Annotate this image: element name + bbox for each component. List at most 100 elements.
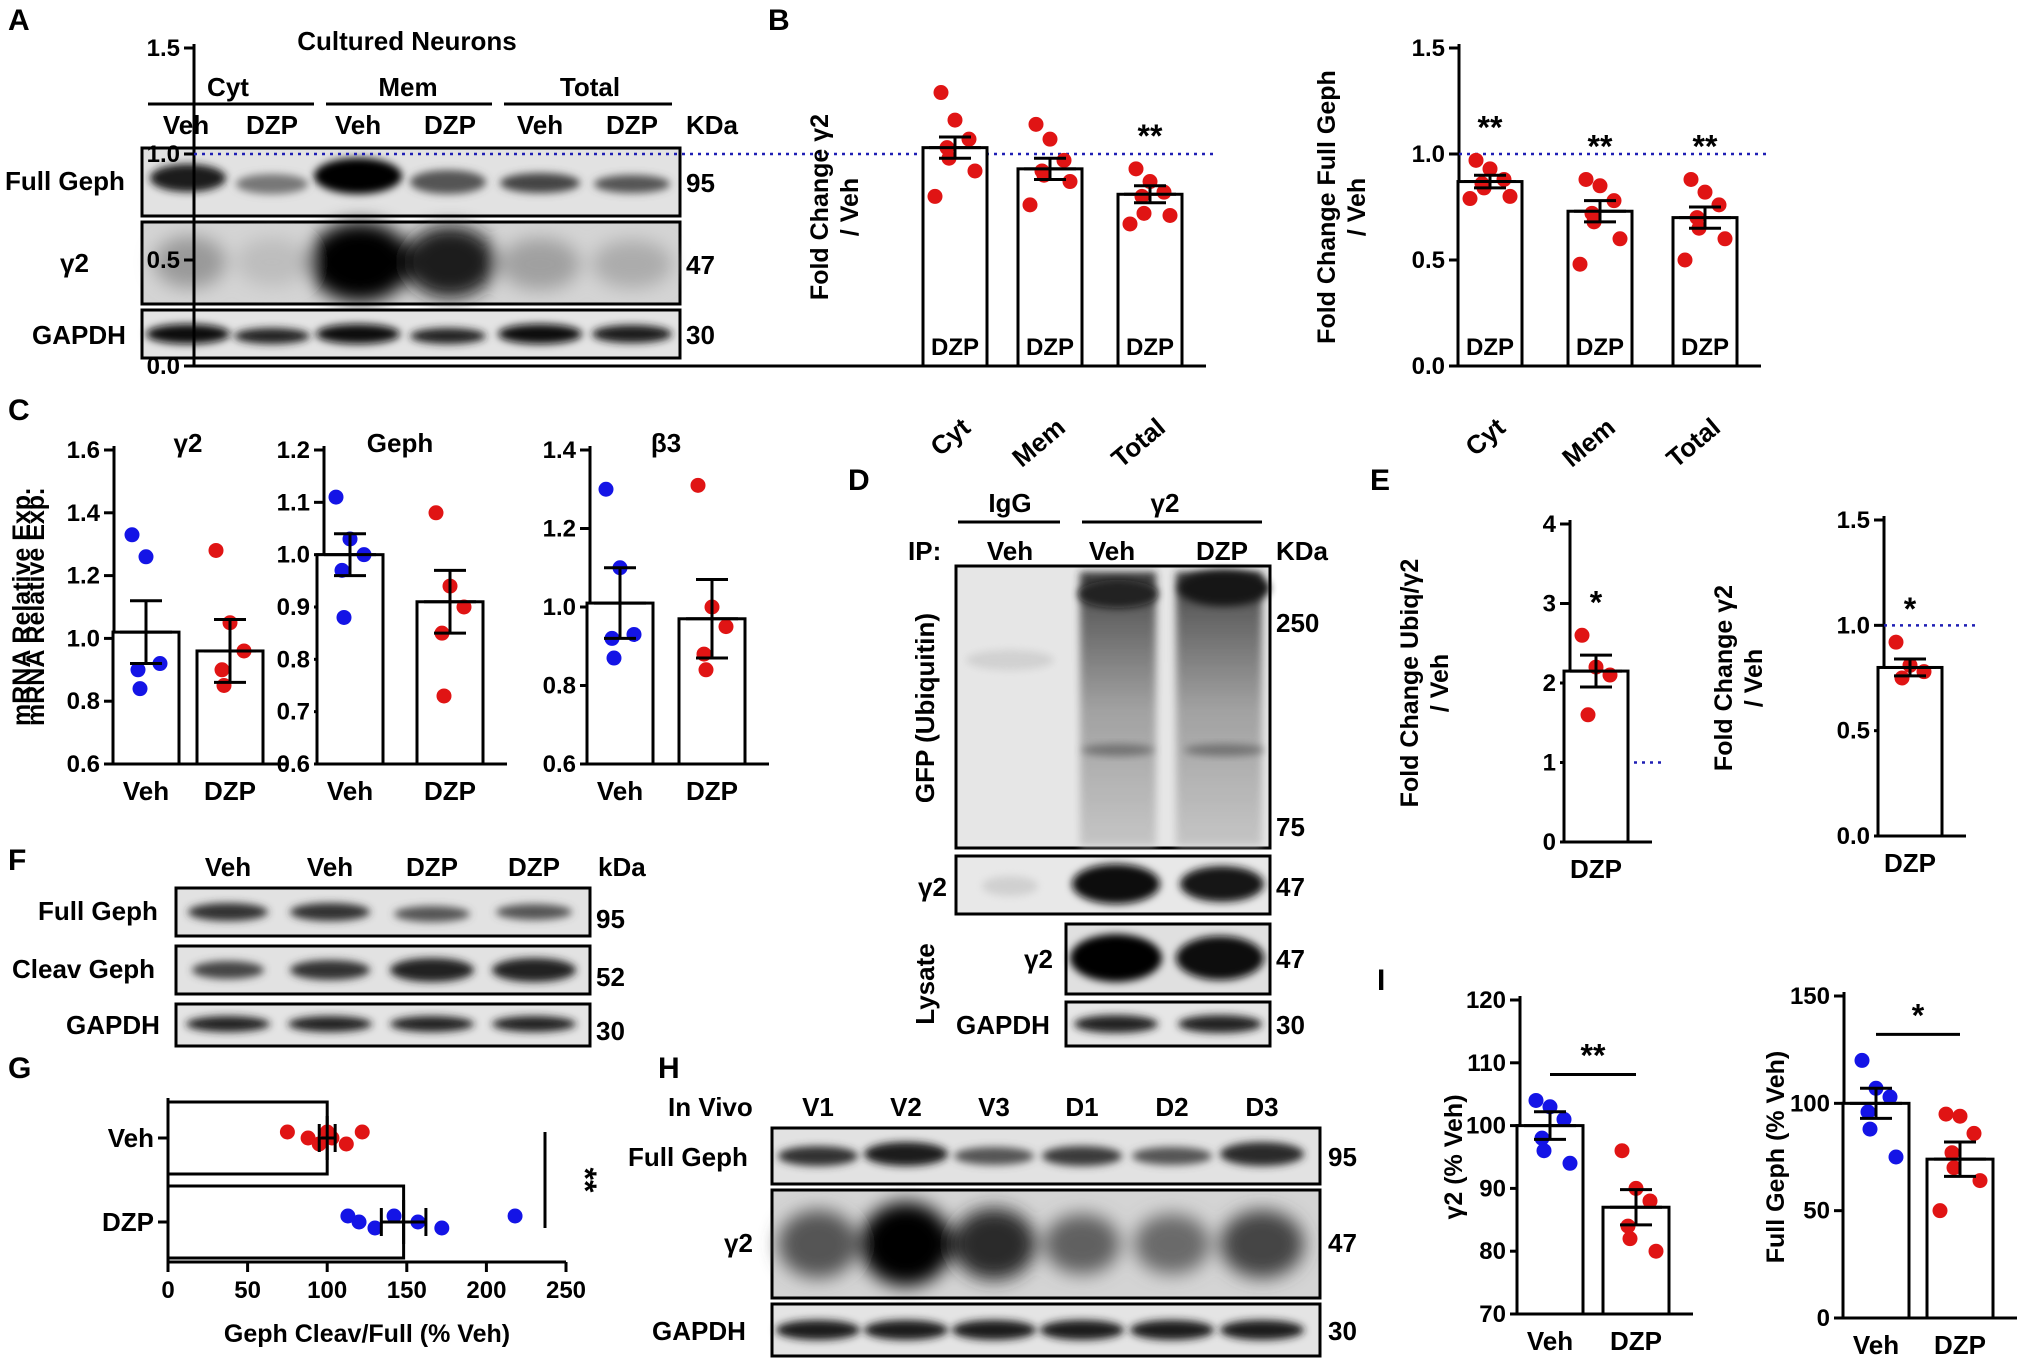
g-point <box>300 1130 316 1146</box>
i2-significance: * <box>1912 997 1925 1033</box>
panel-a-kda-47: 47 <box>686 250 715 280</box>
e2-ylabel: Fold Change γ2 <box>1710 585 1738 771</box>
band <box>952 1320 1036 1340</box>
c2-point <box>436 688 452 704</box>
panel-a-kda-header: KDa <box>686 110 739 140</box>
band <box>394 906 470 922</box>
b1-point <box>1022 197 1038 213</box>
b2-ylabel: Fold Change Full Geph <box>1313 70 1341 344</box>
panel-label-b: B <box>768 4 790 37</box>
band <box>290 903 370 921</box>
b2-point <box>1468 152 1484 168</box>
panel-label-h: H <box>658 1052 680 1085</box>
band <box>500 173 580 193</box>
c1-point <box>124 527 140 543</box>
panel-h-kda-95: 95 <box>1328 1142 1357 1172</box>
b1-point <box>927 188 943 204</box>
b1-point <box>1162 207 1178 223</box>
band <box>192 961 264 979</box>
c3-ytick-label: 0.6 <box>543 751 576 778</box>
g-point <box>507 1208 523 1224</box>
band <box>146 324 230 344</box>
band <box>390 1016 474 1032</box>
g-category-label: DZP <box>102 1207 154 1237</box>
c2-point <box>336 609 352 625</box>
panel-d-label-ip-gamma2: γ2 <box>918 872 947 902</box>
i2-point <box>1882 1089 1898 1105</box>
b2-ytick-label: 0.0 <box>1412 353 1445 380</box>
c2-point <box>428 505 444 521</box>
g-point <box>340 1208 356 1224</box>
panel-d-kda-header: KDa <box>1276 536 1329 566</box>
c3-point <box>598 481 614 497</box>
band <box>314 158 402 194</box>
panel-a-kda-30: 30 <box>686 320 715 350</box>
panel-h-label-gamma2: γ2 <box>724 1228 753 1258</box>
g-bar <box>166 1184 406 1260</box>
i2-point <box>1854 1052 1870 1068</box>
b1-category-label: Total <box>1105 412 1170 474</box>
c2-bar <box>315 553 385 766</box>
i1-ytick-label: 120 <box>1466 987 1506 1014</box>
band <box>290 960 370 980</box>
band <box>498 324 582 344</box>
band <box>1178 570 1270 606</box>
panel-d-label-lysate-gapdh: GAPDH <box>956 1010 1050 1040</box>
c2-ytick-label: 1.1 <box>277 489 310 516</box>
c1-point <box>214 662 230 678</box>
b1-significance: ** <box>1138 118 1163 154</box>
c3-title: β3 <box>651 428 681 458</box>
panel-a-kda-95: 95 <box>686 168 715 198</box>
panel-d-group-igg: IgG <box>988 488 1031 518</box>
i2-point <box>1946 1160 1962 1176</box>
band <box>404 226 496 298</box>
band <box>1134 1214 1210 1274</box>
g-xtick-label: 150 <box>387 1277 427 1304</box>
band <box>1072 864 1160 904</box>
i1-category-label: Veh <box>1527 1326 1573 1356</box>
i2-point <box>1952 1108 1968 1124</box>
b1-point <box>1156 184 1172 200</box>
i1-point <box>1536 1143 1552 1159</box>
panel-f-label-full-geph: Full Geph <box>38 896 158 926</box>
i2-point <box>1888 1149 1904 1165</box>
b2-point <box>1711 197 1727 213</box>
b2-point <box>1502 188 1518 204</box>
band <box>778 1146 858 1166</box>
c1-point <box>208 542 224 558</box>
i2-bar <box>1841 1101 1911 1320</box>
b2-point <box>1572 256 1588 272</box>
b1-point <box>1134 188 1150 204</box>
panel-h-lane-4: D1 <box>1065 1092 1098 1122</box>
band <box>288 1016 372 1032</box>
band <box>1040 1320 1124 1340</box>
b2-significance: ** <box>1693 128 1718 164</box>
e1-ytick-label: 2 <box>1543 670 1556 697</box>
band <box>1132 1147 1212 1165</box>
i1-ytick-label: 70 <box>1479 1301 1506 1328</box>
panel-f-lane-1: Veh <box>205 852 251 882</box>
e2-significance: * <box>1904 591 1917 627</box>
panel-a-blot: Cultured Neurons Cyt Mem Total Veh DZP V… <box>5 26 739 360</box>
e1-ytick-label: 0 <box>1543 829 1556 856</box>
c3-point <box>606 650 622 666</box>
band <box>864 1320 948 1340</box>
c2-category-label: Veh <box>327 776 373 806</box>
c2-ytick-label: 1.2 <box>277 437 310 464</box>
i2-point <box>1938 1106 1954 1122</box>
band <box>496 904 572 920</box>
i1-ylabel: γ2 (% Veh) <box>1440 1094 1468 1219</box>
band <box>1042 1146 1122 1166</box>
panel-d-blot: IgG γ2 IP: Veh Veh DZP KDa 250 75 GFP (U… <box>908 488 1329 1048</box>
e2-ytick-label: 1.0 <box>1837 612 1870 639</box>
c1-point <box>132 681 148 697</box>
panel-label-a: A <box>8 4 30 37</box>
b2-ytick-label: 1.5 <box>1412 35 1445 62</box>
panel-d-kda-47-ip: 47 <box>1276 872 1305 902</box>
panel-f-kda-header: kDa <box>598 852 646 882</box>
c3-category-label: DZP <box>686 776 738 806</box>
b2-ytick-label: 1.0 <box>1412 141 1445 168</box>
b1-ylabel: / Veh <box>836 178 864 236</box>
panel-f-label-gapdh: GAPDH <box>66 1010 160 1040</box>
e1-ytick-label: 4 <box>1543 511 1557 538</box>
